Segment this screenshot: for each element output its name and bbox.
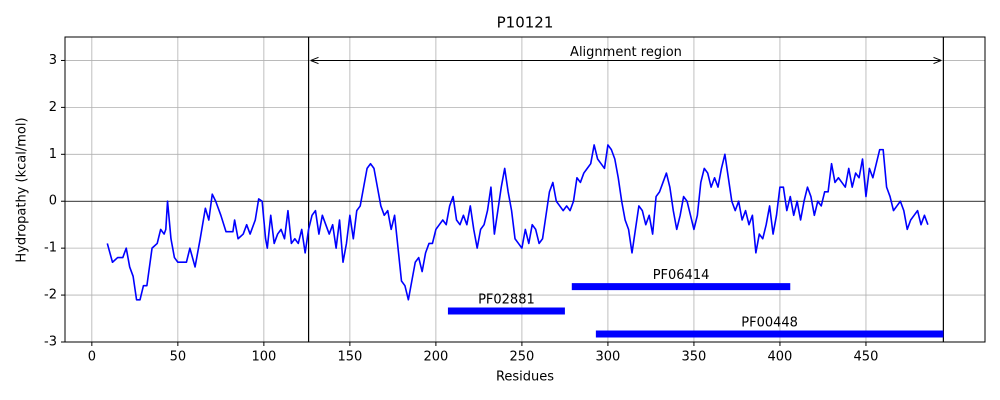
y-tick-label: 2 xyxy=(49,100,57,115)
x-tick-label: 0 xyxy=(88,350,96,365)
hydropathy-line xyxy=(106,144,929,301)
plot-frame xyxy=(64,36,986,343)
y-tick-label: -2 xyxy=(44,288,57,303)
x-tick-label: 300 xyxy=(596,350,621,365)
y-tick-label: -3 xyxy=(44,335,57,350)
x-tick-label: 250 xyxy=(509,350,534,365)
y-tick-label: 1 xyxy=(49,147,57,162)
region-label: Alignment region xyxy=(570,45,682,60)
domain-label: PF02881 xyxy=(478,293,535,308)
y-axis-label: Hydropathy (kcal/mol) xyxy=(15,117,30,262)
y-tick-label: 0 xyxy=(49,194,57,209)
x-tick-label: 100 xyxy=(251,350,276,365)
x-tick-label: 350 xyxy=(682,350,707,365)
x-tick-label: 200 xyxy=(423,350,448,365)
y-tick-label: -1 xyxy=(44,241,57,256)
domain-label: PF06414 xyxy=(653,268,710,283)
x-tick-label: 450 xyxy=(854,350,879,365)
x-tick-label: 150 xyxy=(337,350,362,365)
x-axis-label: Residues xyxy=(496,370,554,385)
x-tick-label: 400 xyxy=(768,350,793,365)
x-tick-label: 50 xyxy=(170,350,187,365)
chart-title: P10121 xyxy=(497,14,554,32)
domain-label: PF00448 xyxy=(741,316,798,331)
y-tick-label: 3 xyxy=(49,53,57,68)
